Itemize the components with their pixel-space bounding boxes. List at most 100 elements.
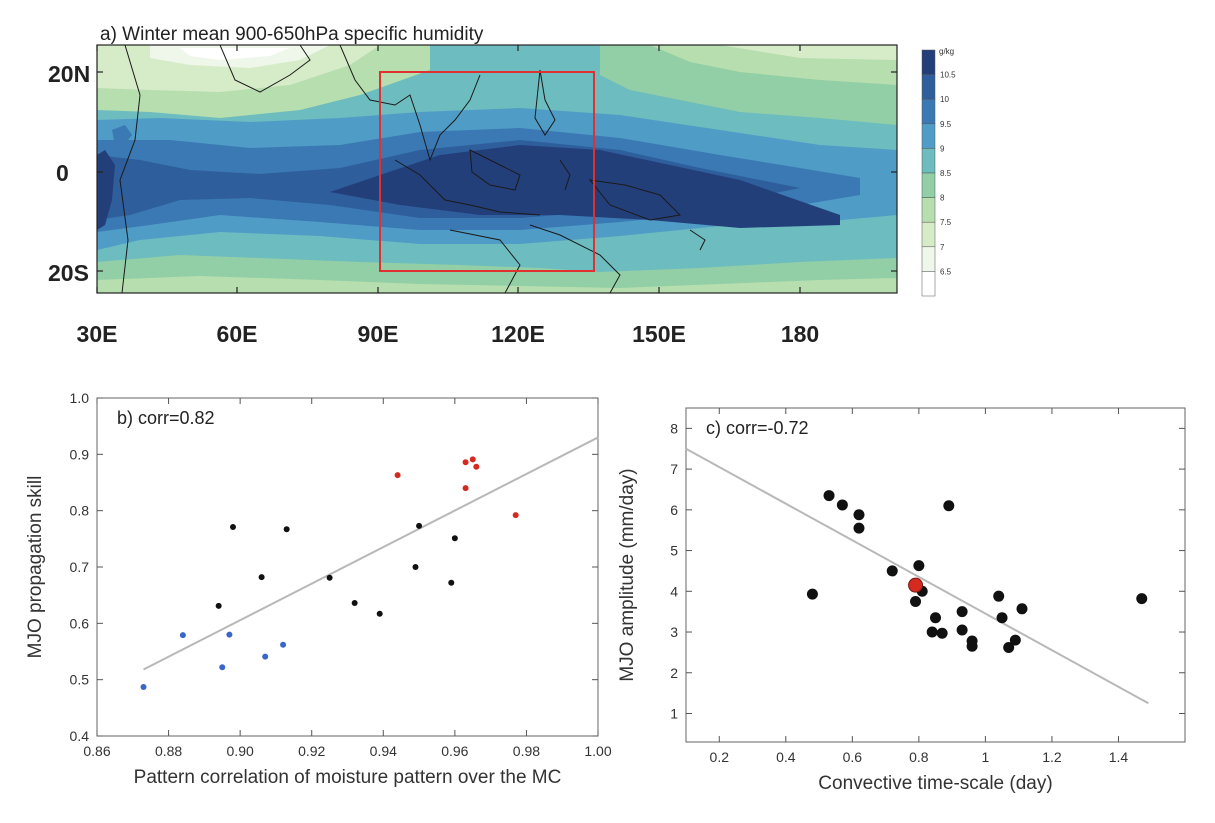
data-point xyxy=(956,606,968,618)
colorbar-swatch xyxy=(921,221,936,248)
x-tick-label: 0.2 xyxy=(710,749,730,765)
y-tick-label: 0.5 xyxy=(70,672,90,688)
data-point xyxy=(326,574,333,581)
x-tick-label: 0.98 xyxy=(513,743,540,759)
y-tick-label: 8 xyxy=(670,420,678,436)
colorbar-swatch xyxy=(921,148,936,174)
colorbar-swatch xyxy=(921,74,936,100)
x-tick-label: 0.90 xyxy=(227,743,254,759)
lon-label-60e: 60E xyxy=(217,321,258,347)
data-point xyxy=(993,590,1005,602)
data-point xyxy=(376,610,383,617)
lon-label-120e: 120E xyxy=(491,321,545,347)
data-point xyxy=(280,641,287,648)
y-tick-label: 1.0 xyxy=(70,390,90,406)
data-point xyxy=(394,472,401,479)
data-point xyxy=(926,626,938,638)
y-tick-label: 1 xyxy=(670,705,678,721)
x-axis-label: Pattern correlation of moisture pattern … xyxy=(134,767,562,788)
panel-b-scatter: 0.86 0.88 0.90 0.92 0.94 0.96 0.98 1.00 0.4 0.5 0.… xyxy=(25,390,612,788)
x-tick-label: 0.6 xyxy=(843,749,863,765)
data-point xyxy=(215,602,222,609)
panel-a-map: a) Winter mean 900-650hPa specific humid… xyxy=(48,24,956,347)
data-point xyxy=(451,535,458,542)
y-tick-label: 0.4 xyxy=(70,728,90,744)
data-point xyxy=(936,627,948,639)
mc-region-box xyxy=(379,71,595,272)
data-point xyxy=(229,524,236,531)
data-point xyxy=(943,500,955,512)
data-point xyxy=(462,459,469,466)
colorbar-swatch xyxy=(921,98,936,125)
data-point xyxy=(179,632,186,639)
x-tick-label: 0.96 xyxy=(441,743,468,759)
data-point xyxy=(283,526,290,533)
data-point xyxy=(351,600,358,607)
colorbar-swatch xyxy=(921,197,936,223)
lon-label-30e: 30E xyxy=(77,321,118,347)
corr-annotation: b) corr=0.82 xyxy=(117,408,215,428)
data-point xyxy=(473,463,480,470)
data-point xyxy=(258,574,265,581)
colorbar-swatch xyxy=(921,49,936,75)
plot-frame xyxy=(96,397,599,737)
data-point xyxy=(512,512,519,519)
data-point xyxy=(966,635,978,647)
y-tick-label: 0.7 xyxy=(70,559,90,575)
lat-label-0: 0 xyxy=(56,160,69,186)
y-tick-label: 2 xyxy=(670,665,678,681)
colorbar-unit: g/kg xyxy=(939,47,954,56)
x-tick-label: 1.00 xyxy=(584,743,611,759)
y-tick-label: 0.9 xyxy=(70,446,90,462)
y-tick-label: 4 xyxy=(670,583,678,599)
colorbar-swatch xyxy=(921,172,936,198)
y-axis-label: MJO amplitude (mm/day) xyxy=(617,468,638,681)
data-point xyxy=(930,612,941,624)
colorbar-level-label: 10 xyxy=(940,95,949,104)
y-tick-label: 6 xyxy=(670,502,678,518)
x-tick-label: 0.94 xyxy=(370,743,397,759)
data-point xyxy=(226,631,233,638)
x-tick-label: 0.8 xyxy=(909,749,929,765)
colorbar-level-label: 10.5 xyxy=(940,71,956,80)
data-point xyxy=(416,522,423,529)
humidity-field xyxy=(97,45,897,293)
data-point xyxy=(996,612,1008,624)
x-tick-label: 0.86 xyxy=(83,743,110,759)
data-point xyxy=(469,456,476,463)
data-point xyxy=(1003,642,1015,654)
x-tick-label: 0.92 xyxy=(298,743,325,759)
x-tick-label: 1.2 xyxy=(1042,749,1062,765)
data-point xyxy=(886,565,898,577)
lon-label-180: 180 xyxy=(781,321,819,347)
data-point xyxy=(219,664,226,671)
regression-line xyxy=(143,436,599,671)
colorbar-level-label: 6.5 xyxy=(940,267,952,276)
data-point xyxy=(910,595,922,607)
colorbar-level-label: 9 xyxy=(940,144,945,153)
data-point xyxy=(956,624,968,636)
x-axis-label: Convective time-scale (day) xyxy=(818,773,1052,794)
colorbar: g/kg 10.5 10 9.5 9 8.5 8 7.5 7 6.5 xyxy=(921,47,956,297)
data-point xyxy=(806,588,818,600)
data-point xyxy=(1009,634,1021,646)
data-point xyxy=(913,560,925,572)
data-point xyxy=(448,579,455,586)
data-point xyxy=(908,577,924,593)
regression-line xyxy=(685,447,1149,705)
colorbar-level-label: 8 xyxy=(940,194,945,203)
data-point xyxy=(262,653,269,660)
colorbar-swatch xyxy=(921,123,936,149)
data-point xyxy=(853,509,865,521)
data-point xyxy=(823,490,835,502)
map-frame xyxy=(96,44,898,294)
x-tick-label: 0.88 xyxy=(155,743,182,759)
colorbar-swatch xyxy=(921,271,936,297)
x-tick-label: 0.4 xyxy=(776,749,796,765)
data-point xyxy=(140,683,147,690)
colorbar-level-label: 7.5 xyxy=(940,218,952,227)
y-axis-label: MJO propagation skill xyxy=(25,476,46,659)
y-tick-label: 7 xyxy=(670,461,678,477)
data-point xyxy=(1136,593,1148,605)
